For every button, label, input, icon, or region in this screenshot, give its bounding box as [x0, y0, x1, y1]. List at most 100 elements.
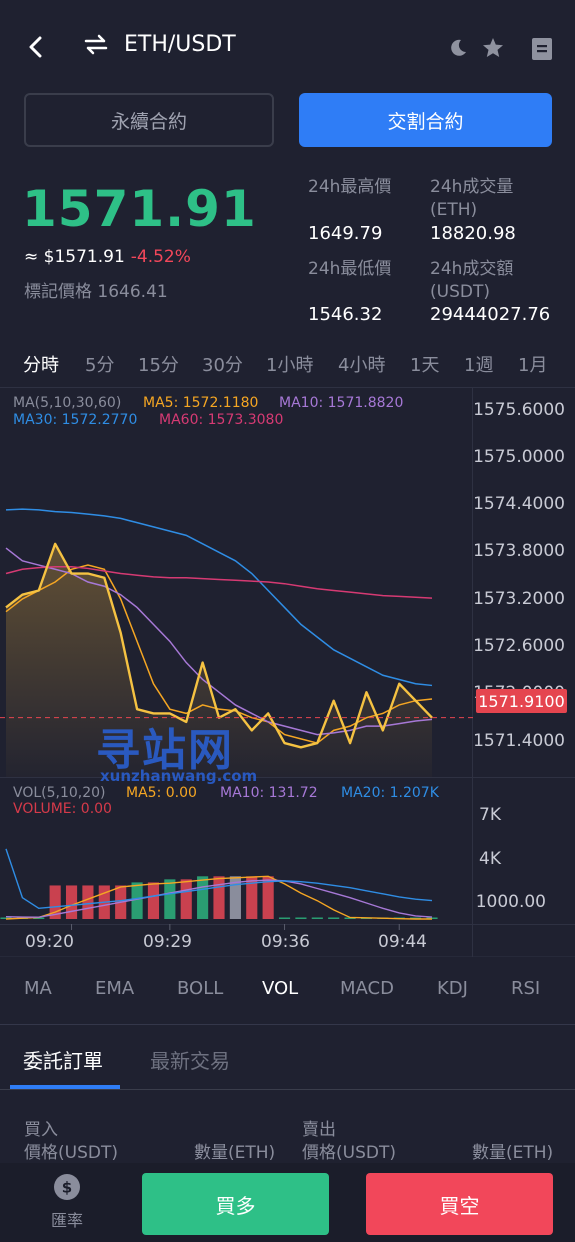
ma-legend-params: MA(5,10,30,60) [13, 395, 122, 411]
tabs-divider [0, 1089, 575, 1090]
price-axis-label: 1575.0000 [473, 447, 565, 467]
volume-bar [246, 876, 258, 919]
price-area [6, 543, 432, 777]
high-24h-label: 24h最高價 [308, 177, 392, 197]
volume-bar [229, 876, 241, 919]
volume-bar [49, 885, 61, 919]
volume-bar [180, 879, 192, 919]
volume-24h-label-line1: 24h成交量 [430, 177, 514, 197]
volume-bar [131, 882, 143, 919]
volume-bar [426, 917, 438, 919]
svg-text:$: $ [62, 1179, 72, 1197]
timeframe-tab[interactable]: 1小時 [266, 355, 314, 376]
volume-bar [278, 917, 291, 919]
ma10-legend: MA10: 1571.8820 [279, 395, 404, 411]
tab-latest-trades[interactable]: 最新交易 [150, 1049, 230, 1073]
price-axis-label: 1574.4000 [473, 494, 565, 514]
indicator-tab[interactable]: MACD [340, 978, 394, 999]
volume-24h-label-line2: (ETH) [430, 200, 478, 220]
turnover-24h-label-line1: 24h成交額 [430, 259, 514, 279]
price-area-fill [6, 543, 432, 777]
buy-long-button[interactable]: 買多 [142, 1173, 329, 1235]
document-menu-icon[interactable] [531, 36, 553, 62]
exchange-rate-button[interactable]: $ 匯率 [44, 1173, 90, 1231]
price-change-percent: -4.52% [130, 247, 191, 267]
vol-ma10-line [5, 879, 433, 918]
volume-bar [410, 917, 422, 919]
star-icon[interactable] [481, 36, 505, 60]
vol-legend-params: VOL(5,10,20) [13, 785, 106, 801]
timeframe-tab[interactable]: 1天 [410, 355, 440, 376]
ma30-legend: MA30: 1572.2770 [13, 412, 138, 428]
low-24h-label: 24h最低價 [308, 259, 392, 279]
ma5-legend: MA5: 1572.1180 [143, 395, 259, 411]
moon-icon[interactable] [447, 37, 469, 59]
kline-chart[interactable]: MA(5,10,30,60) MA5: 1572.1180 MA10: 1571… [0, 387, 575, 958]
ma10-line [5, 547, 433, 736]
volume-bar [328, 917, 340, 919]
mark-price: 標記價格 1646.41 [24, 282, 168, 302]
indicator-tab[interactable]: EMA [95, 978, 135, 999]
watermark-logo: 寻站网 [96, 725, 234, 776]
ma60-line [5, 565, 433, 599]
timeframe-tab[interactable]: 1月 [518, 355, 548, 376]
perpetual-contract-tab[interactable]: 永續合約 [24, 93, 274, 147]
indicator-tab[interactable]: KDJ [437, 978, 468, 999]
sell-price-column: 價格(USDT) [302, 1143, 396, 1163]
volume-bar [344, 917, 356, 919]
volume-bar [197, 876, 209, 919]
turnover-24h-label-line2: (USDT) [430, 282, 490, 302]
price-axis-label: 1571.4000 [473, 731, 565, 751]
volume-bar [311, 917, 323, 919]
volume-axis-label: 1000.00 [475, 892, 546, 912]
volume-bar [65, 885, 78, 919]
time-axis-label: 09:20 [25, 932, 74, 952]
delivery-contract-tab[interactable]: 交割合約 [299, 93, 552, 147]
indicator-tab[interactable]: RSI [511, 978, 541, 999]
volume-24h-value: 18820.98 [430, 223, 516, 244]
ma60-legend: MA60: 1573.3080 [159, 412, 284, 428]
timeframe-tab[interactable]: 分時 [23, 355, 59, 376]
volume-24h-label: 24h成交量 (ETH) [430, 176, 513, 222]
price-axis-label: 1575.6000 [473, 400, 565, 420]
sell-qty-column: 數量(ETH) [472, 1143, 554, 1163]
timeframe-tab[interactable]: 4小時 [338, 355, 386, 376]
buy-qty-column: 數量(ETH) [194, 1143, 276, 1163]
volume-ma-lines [5, 848, 433, 920]
timeframe-tab[interactable]: 5分 [85, 355, 115, 376]
sell-title: 賣出 [302, 1120, 336, 1140]
timeframe-tab[interactable]: 15分 [138, 355, 179, 376]
ma30-line [5, 508, 433, 687]
volume-bar [33, 917, 45, 919]
time-axis-label: 09:29 [143, 932, 192, 952]
sell-short-button[interactable]: 買空 [366, 1173, 553, 1235]
price-axis-label: 1572.6000 [473, 636, 565, 656]
vol-ma5-legend: MA5: 0.00 [126, 785, 197, 801]
timeframe-tab[interactable]: 1週 [464, 355, 494, 376]
chevron-left-icon[interactable] [22, 33, 50, 61]
price-axis-label: 1573.8000 [473, 541, 565, 561]
volume-axis-label: 7K [479, 805, 501, 825]
high-24h-value: 1649.79 [308, 223, 383, 244]
price-approx-line: ≈ $1571.91 -4.52% [24, 247, 191, 267]
turnover-24h-value: 29444027.76 [430, 304, 551, 325]
tab-entrusted-orders[interactable]: 委託訂單 [23, 1049, 103, 1073]
time-axis-label: 09:36 [261, 932, 310, 952]
price-usd-approx: ≈ $1571.91 [24, 247, 125, 267]
chart-canvas[interactable] [0, 387, 575, 958]
indicator-tab[interactable]: BOLL [177, 978, 224, 999]
vol-ma10-legend: MA10: 131.72 [220, 785, 318, 801]
moving-average-lines [5, 508, 433, 744]
vol-ma5-line [5, 875, 432, 920]
pair-title[interactable]: ETH/USDT [124, 32, 236, 57]
dollar-coin-icon: $ [53, 1173, 81, 1205]
volume-bar [213, 876, 225, 919]
buy-title: 買入 [24, 1120, 58, 1140]
timeframe-tab[interactable]: 30分 [202, 355, 243, 376]
indicator-tab[interactable]: MA [24, 978, 52, 999]
indicator-tab[interactable]: VOL [262, 978, 299, 999]
volume-bar [295, 917, 307, 919]
buy-price-column: 價格(USDT) [24, 1143, 118, 1163]
volume-axis-label: 4K [479, 849, 501, 869]
swap-arrows-icon[interactable] [82, 33, 110, 57]
